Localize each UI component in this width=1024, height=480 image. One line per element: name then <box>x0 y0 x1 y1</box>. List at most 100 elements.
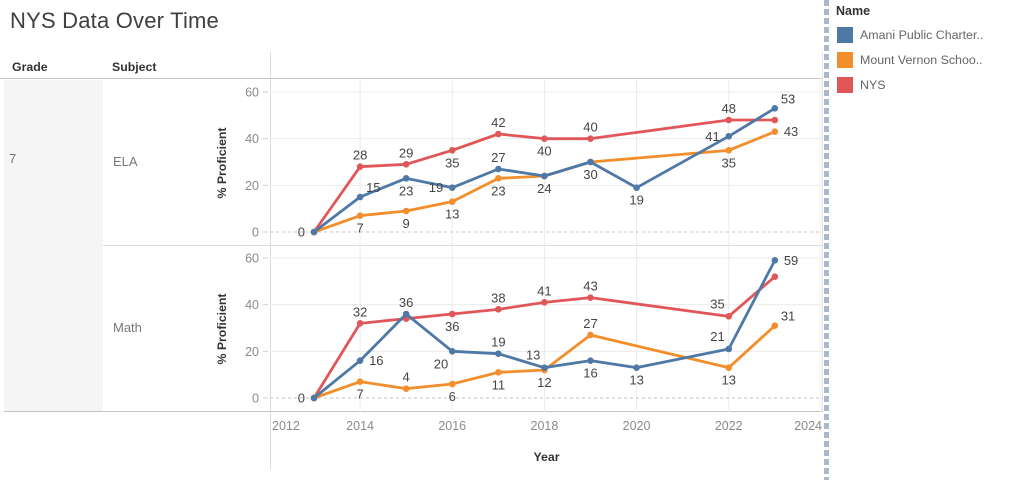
legend-item-nys[interactable]: NYS <box>837 77 1024 93</box>
nys-mark[interactable] <box>448 310 456 318</box>
nys-value-label: 0 <box>298 391 305 406</box>
amani-line[interactable] <box>312 106 777 234</box>
mount-vernon-mark[interactable] <box>495 369 502 376</box>
amani-value-label: 24 <box>537 181 551 196</box>
mount-vernon-value-label: 35 <box>722 155 736 170</box>
nys-mark[interactable] <box>356 163 364 170</box>
nys-value-label: 42 <box>491 115 505 130</box>
amani-value-label: 13 <box>526 348 540 363</box>
nys-mark[interactable] <box>495 130 502 138</box>
nys-mark[interactable] <box>771 273 779 280</box>
svg-text:Year: Year <box>534 450 560 464</box>
pane-divider <box>103 245 823 246</box>
svg-text:2016: 2016 <box>438 419 466 433</box>
amani-mark[interactable] <box>587 158 594 166</box>
amani-mark[interactable] <box>310 228 318 236</box>
mount-vernon-mark[interactable] <box>356 212 364 219</box>
nys-mark[interactable] <box>495 306 502 313</box>
mount-vernon-value-label: 13 <box>445 207 459 222</box>
math-line-chart-pane[interactable]: 0 20 40 60 % Proficient 0 32 36 38 41 43 35 7 4 6 11 12 2… <box>210 246 823 412</box>
svg-text:2018: 2018 <box>531 419 559 433</box>
legend-swatch-amani <box>837 27 853 43</box>
amani-mark[interactable] <box>725 133 733 140</box>
mount-vernon-mark[interactable] <box>356 378 364 385</box>
amani-mark[interactable] <box>495 165 502 173</box>
amani-value-label: 19 <box>491 335 505 350</box>
nys-mark[interactable] <box>725 116 733 124</box>
amani-mark[interactable] <box>633 364 640 371</box>
amani-mark[interactable] <box>402 175 410 182</box>
legend-title: Name <box>836 4 871 18</box>
amani-mark[interactable] <box>541 364 548 371</box>
nys-mark[interactable] <box>448 147 456 154</box>
mount-vernon-mark[interactable] <box>725 147 733 154</box>
legend-item-mount-vernon[interactable]: Mount Vernon Schoo.. <box>837 52 1024 68</box>
nys-value-label: 38 <box>491 290 505 305</box>
amani-value-label: 23 <box>399 183 413 198</box>
amani-mark[interactable] <box>725 345 733 353</box>
mount-vernon-mark[interactable] <box>448 198 456 205</box>
legend-item-label: Amani Public Charter.. <box>860 28 984 42</box>
amani-mark[interactable] <box>771 257 779 264</box>
nys-mark[interactable] <box>587 135 594 142</box>
amani-mark[interactable] <box>310 394 318 402</box>
mount-vernon-mark[interactable] <box>402 207 410 215</box>
mount-vernon-value-label: 31 <box>781 309 795 324</box>
nys-mark[interactable] <box>587 294 594 301</box>
mount-vernon-mark[interactable] <box>448 380 456 388</box>
amani-mark[interactable] <box>448 184 456 191</box>
ela-line-chart-pane[interactable]: 0 20 40 60 % Proficient 0 28 29 35 42 40 40 48 7 9 13 23… <box>210 80 823 246</box>
mount-vernon-mark[interactable] <box>402 385 410 392</box>
grade-value: 7 <box>9 151 17 166</box>
amani-mark[interactable] <box>633 184 640 191</box>
amani-mark[interactable] <box>356 357 364 364</box>
nys-value-label: 32 <box>353 304 367 319</box>
svg-text:% Proficient: % Proficient <box>215 293 229 364</box>
legend-item-label: Mount Vernon Schoo.. <box>860 53 983 67</box>
amani-value-label: 13 <box>629 373 643 388</box>
mount-vernon-value-label: 30 <box>583 167 597 182</box>
svg-text:2024: 2024 <box>794 419 822 433</box>
amani-value-label: 41 <box>705 129 719 144</box>
mount-vernon-mark[interactable] <box>771 322 779 329</box>
svg-text:2012: 2012 <box>272 419 300 433</box>
grade-column-header[interactable]: Grade <box>12 60 48 74</box>
mount-vernon-value-label: 4 <box>403 370 410 385</box>
amani-value-label: 15 <box>366 180 380 195</box>
mount-vernon-mark[interactable] <box>725 364 733 371</box>
svg-text:2020: 2020 <box>623 419 651 433</box>
nys-mark[interactable] <box>402 161 410 168</box>
amani-mark[interactable] <box>541 172 548 180</box>
mount-vernon-value-label: 7 <box>356 221 363 236</box>
grade-row-header-cell[interactable]: 7 <box>4 80 103 411</box>
row-header-math[interactable]: Math <box>113 320 142 335</box>
bottom-border <box>4 411 823 412</box>
header-underline <box>0 78 823 79</box>
nys-mark[interactable] <box>356 320 364 327</box>
mount-vernon-mark[interactable] <box>771 128 779 135</box>
mount-vernon-mark[interactable] <box>495 175 502 182</box>
amani-mark[interactable] <box>771 105 779 112</box>
amani-value-label: 16 <box>369 353 383 368</box>
legend-item-amani[interactable]: Amani Public Charter.. <box>837 27 1024 43</box>
mount-vernon-value-label: 13 <box>722 373 736 388</box>
amani-mark[interactable] <box>587 357 594 364</box>
nys-mark[interactable] <box>725 313 733 320</box>
mount-vernon-value-label: 43 <box>784 124 798 139</box>
amani-mark[interactable] <box>356 193 364 201</box>
amani-mark[interactable] <box>448 348 456 355</box>
mount-vernon-mark[interactable] <box>587 331 594 339</box>
amani-mark[interactable] <box>402 310 410 318</box>
subject-column-header[interactable]: Subject <box>112 60 157 74</box>
nys-mark[interactable] <box>771 116 779 124</box>
nys-mark[interactable] <box>541 299 548 306</box>
nys-mark[interactable] <box>541 135 548 142</box>
svg-text:2022: 2022 <box>715 419 743 433</box>
nys-value-label: 48 <box>722 101 736 116</box>
amani-mark[interactable] <box>495 350 502 357</box>
amani-line[interactable] <box>312 258 777 400</box>
svg-text:0: 0 <box>252 392 259 406</box>
nys-value-label: 35 <box>710 296 724 311</box>
panel-resize-handle[interactable] <box>824 0 829 480</box>
row-header-ela[interactable]: ELA <box>113 154 138 169</box>
